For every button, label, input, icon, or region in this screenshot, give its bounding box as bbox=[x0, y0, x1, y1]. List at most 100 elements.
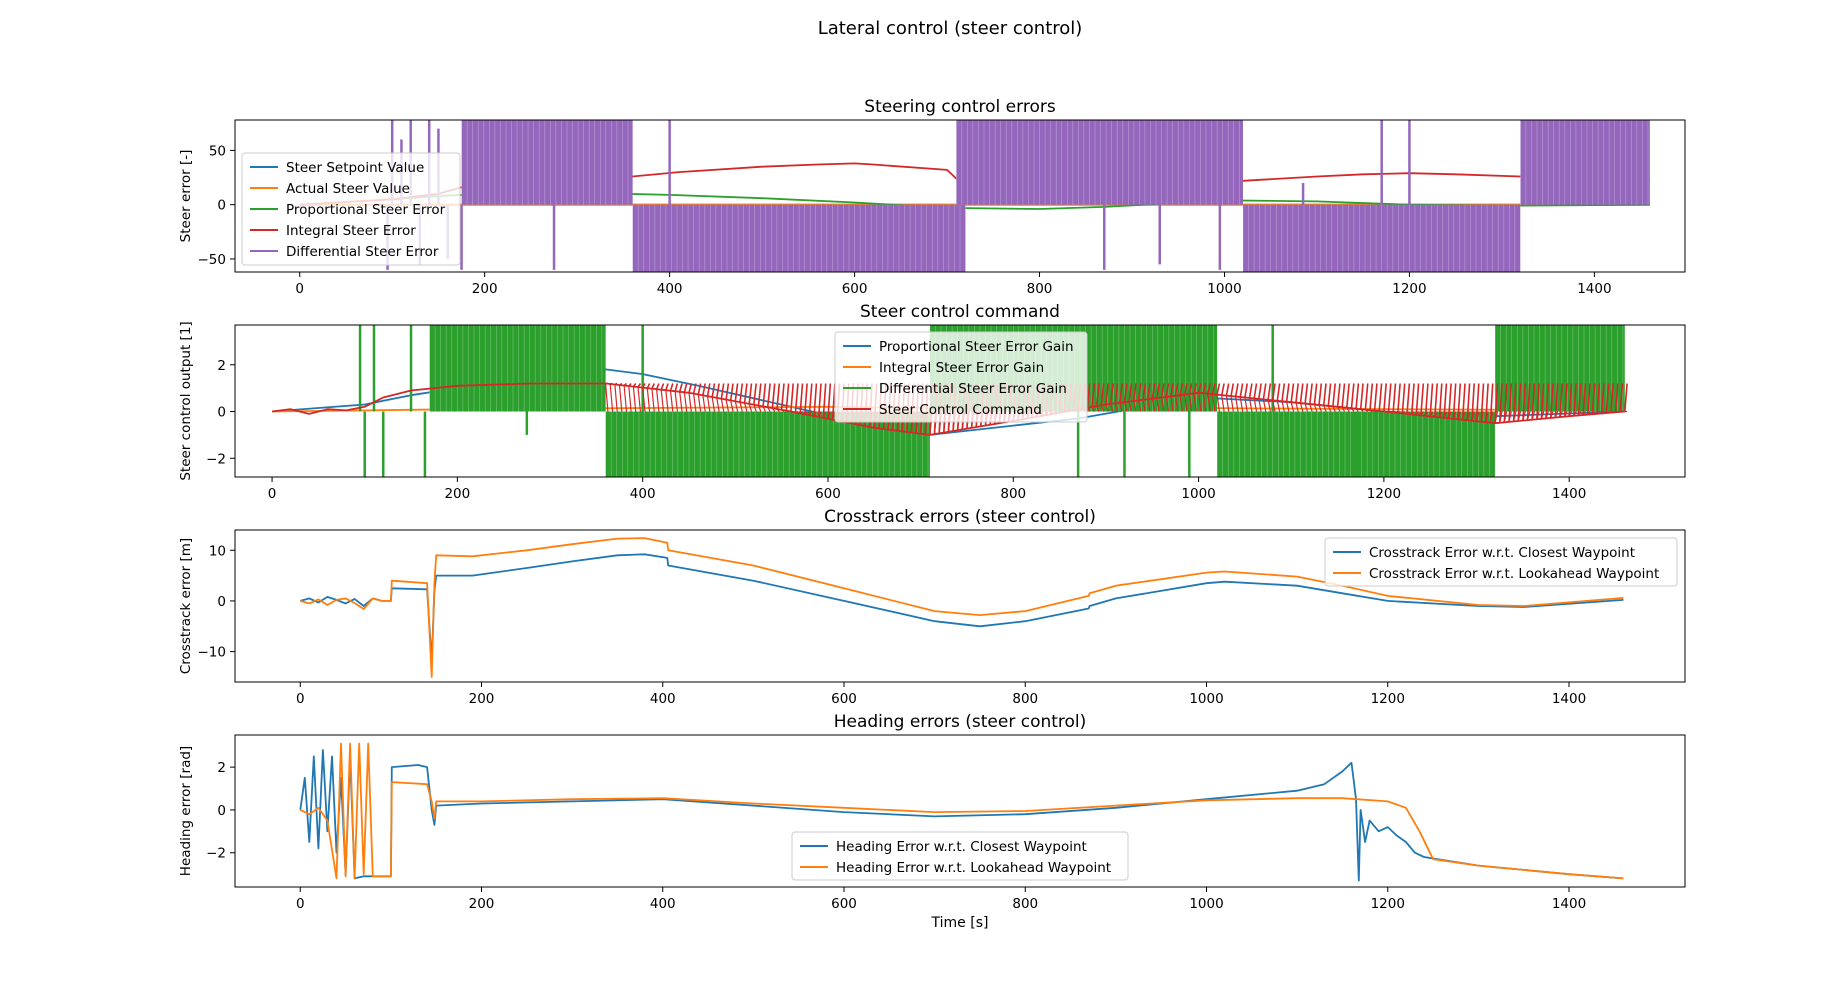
legend: Steer Setpoint Value Actual Steer Value Pr… bbox=[241, 152, 461, 266]
legend-entry-4: Steer Control Command bbox=[879, 402, 1042, 418]
plot-area bbox=[299, 742, 1624, 882]
chart-title: Steer control command bbox=[860, 302, 1060, 322]
block-gaps-1 bbox=[429, 325, 603, 412]
plot-area bbox=[299, 120, 1650, 272]
block-gaps-4 bbox=[1242, 204, 1521, 272]
legend-frame bbox=[1324, 537, 1678, 587]
x-tick-label-5: 800 bbox=[1012, 896, 1038, 912]
legend-entry-3: Differential Steer Error Gain bbox=[879, 381, 1067, 397]
series-line-4 bbox=[271, 382, 1625, 436]
x-tick-label-6: 1000 bbox=[1181, 486, 1215, 502]
legend: Crosstrack Error w.r.t. Closest Waypoint… bbox=[1324, 537, 1678, 587]
legend: Proportional Steer Error Gain Integral St… bbox=[834, 331, 1088, 423]
series-line-2 bbox=[300, 537, 1624, 678]
legend-entry-1: Heading Error w.r.t. Closest Waypoint bbox=[836, 839, 1087, 855]
legend-entry-2: Integral Steer Error Gain bbox=[879, 360, 1044, 376]
x-tick-label-1: 0 bbox=[268, 486, 277, 502]
y-tick-label-2: 0 bbox=[217, 803, 226, 819]
x-tick-label-2: 200 bbox=[444, 486, 470, 502]
axes-frame bbox=[234, 734, 1686, 888]
chart-panel-3: 0 200 400 600 800 1000 1200 1400 −10 0 10 Crosstrac… bbox=[178, 507, 1686, 707]
x-tick-label-8: 1400 bbox=[1552, 691, 1586, 707]
block-1 bbox=[429, 325, 606, 412]
y-tick-label-3: 2 bbox=[217, 358, 226, 374]
axes-frame bbox=[234, 324, 1686, 478]
legend-entry-5: Differential Steer Error bbox=[286, 244, 439, 260]
x-tick-label-6: 1000 bbox=[1189, 691, 1223, 707]
axes-frame bbox=[234, 529, 1686, 683]
y-tick-label-3: 10 bbox=[209, 543, 226, 559]
block-3 bbox=[956, 120, 1243, 205]
x-tick-label-6: 1000 bbox=[1207, 281, 1241, 297]
x-tick-label-8: 1400 bbox=[1577, 281, 1611, 297]
series-2 bbox=[299, 742, 1624, 880]
block-gaps-5 bbox=[1494, 325, 1624, 412]
x-tick-label-7: 1200 bbox=[1392, 281, 1426, 297]
x-tick-label-1: 0 bbox=[295, 281, 304, 297]
y-tick-label-2: 0 bbox=[217, 405, 226, 421]
y-tick-label-3: 50 bbox=[209, 143, 226, 159]
legend-frame bbox=[791, 831, 1129, 881]
block-gaps-5 bbox=[1520, 120, 1649, 205]
block-gaps-4 bbox=[1216, 411, 1496, 477]
chart-title: Heading errors (steer control) bbox=[834, 712, 1087, 732]
chart-panel-1: 0 200 400 600 800 1000 1200 1400 −50 0 50 Steering … bbox=[178, 97, 1686, 297]
block-gaps-2 bbox=[632, 204, 966, 272]
x-tick-label-4: 600 bbox=[831, 691, 857, 707]
block-4 bbox=[1242, 204, 1521, 272]
y-tick-label-1: −2 bbox=[206, 451, 226, 467]
legend: Heading Error w.r.t. Closest Waypoint Hea… bbox=[791, 831, 1129, 881]
series-4 bbox=[271, 382, 1628, 436]
block-gaps-1 bbox=[461, 120, 629, 205]
series-5 bbox=[386, 120, 1650, 272]
plot-area bbox=[300, 537, 1624, 678]
legend-entry-4: Integral Steer Error bbox=[286, 223, 416, 239]
series-2 bbox=[300, 537, 1624, 678]
y-axis-label: Heading error [rad] bbox=[178, 746, 194, 876]
y-tick-label-2: 0 bbox=[217, 198, 226, 214]
x-tick-label-7: 1200 bbox=[1371, 691, 1405, 707]
legend-entry-1: Steer Setpoint Value bbox=[286, 160, 424, 176]
x-tick-label-8: 1400 bbox=[1552, 896, 1586, 912]
x-tick-label-1: 0 bbox=[296, 691, 305, 707]
x-tick-label-3: 400 bbox=[650, 896, 676, 912]
block-gaps-3 bbox=[956, 120, 1240, 205]
block-2 bbox=[632, 204, 966, 272]
chart-title: Steering control errors bbox=[864, 97, 1056, 117]
legend-entry-3: Proportional Steer Error bbox=[286, 202, 446, 218]
x-tick-label-8: 1400 bbox=[1552, 486, 1586, 502]
x-tick-label-4: 600 bbox=[842, 281, 868, 297]
block-1 bbox=[461, 120, 633, 205]
chart-title: Crosstrack errors (steer control) bbox=[824, 507, 1096, 527]
y-tick-label-1: −2 bbox=[206, 846, 226, 862]
x-tick-label-7: 1200 bbox=[1367, 486, 1401, 502]
y-tick-label-1: −50 bbox=[198, 252, 227, 268]
legend-frame bbox=[241, 152, 461, 266]
x-tick-label-4: 600 bbox=[831, 896, 857, 912]
x-tick-label-5: 800 bbox=[1012, 691, 1038, 707]
legend-frame bbox=[834, 331, 1088, 423]
y-axis-label: Crosstrack error [m] bbox=[178, 538, 194, 674]
x-tick-label-3: 400 bbox=[650, 691, 676, 707]
legend-entry-1: Proportional Steer Error Gain bbox=[879, 339, 1074, 355]
y-axis-label: Steer error [-] bbox=[178, 150, 194, 243]
block-5 bbox=[1520, 120, 1650, 205]
x-tick-label-2: 200 bbox=[469, 691, 495, 707]
chart-panel-4: 0 200 400 600 800 1000 1200 1400 −2 0 2 Heading err… bbox=[178, 712, 1686, 931]
axes-frame bbox=[234, 119, 1686, 273]
legend-entry-2: Actual Steer Value bbox=[286, 181, 410, 197]
x-tick-label-5: 800 bbox=[1000, 486, 1026, 502]
x-tick-label-1: 0 bbox=[296, 896, 305, 912]
x-tick-label-5: 800 bbox=[1027, 281, 1053, 297]
series-line-1 bbox=[300, 553, 1624, 663]
x-tick-label-2: 200 bbox=[472, 281, 498, 297]
y-axis-label: Steer control output [1] bbox=[178, 321, 194, 480]
x-axis-label: Time [s] bbox=[931, 915, 989, 931]
y-tick-label-3: 2 bbox=[217, 760, 226, 776]
figure-suptitle: Lateral control (steer control) bbox=[818, 18, 1083, 39]
y-tick-label-1: −10 bbox=[198, 645, 227, 661]
block-gaps-2 bbox=[605, 411, 929, 477]
x-tick-label-2: 200 bbox=[469, 896, 495, 912]
legend-entry-2: Heading Error w.r.t. Lookahead Waypoint bbox=[836, 860, 1111, 876]
x-tick-label-4: 600 bbox=[815, 486, 841, 502]
